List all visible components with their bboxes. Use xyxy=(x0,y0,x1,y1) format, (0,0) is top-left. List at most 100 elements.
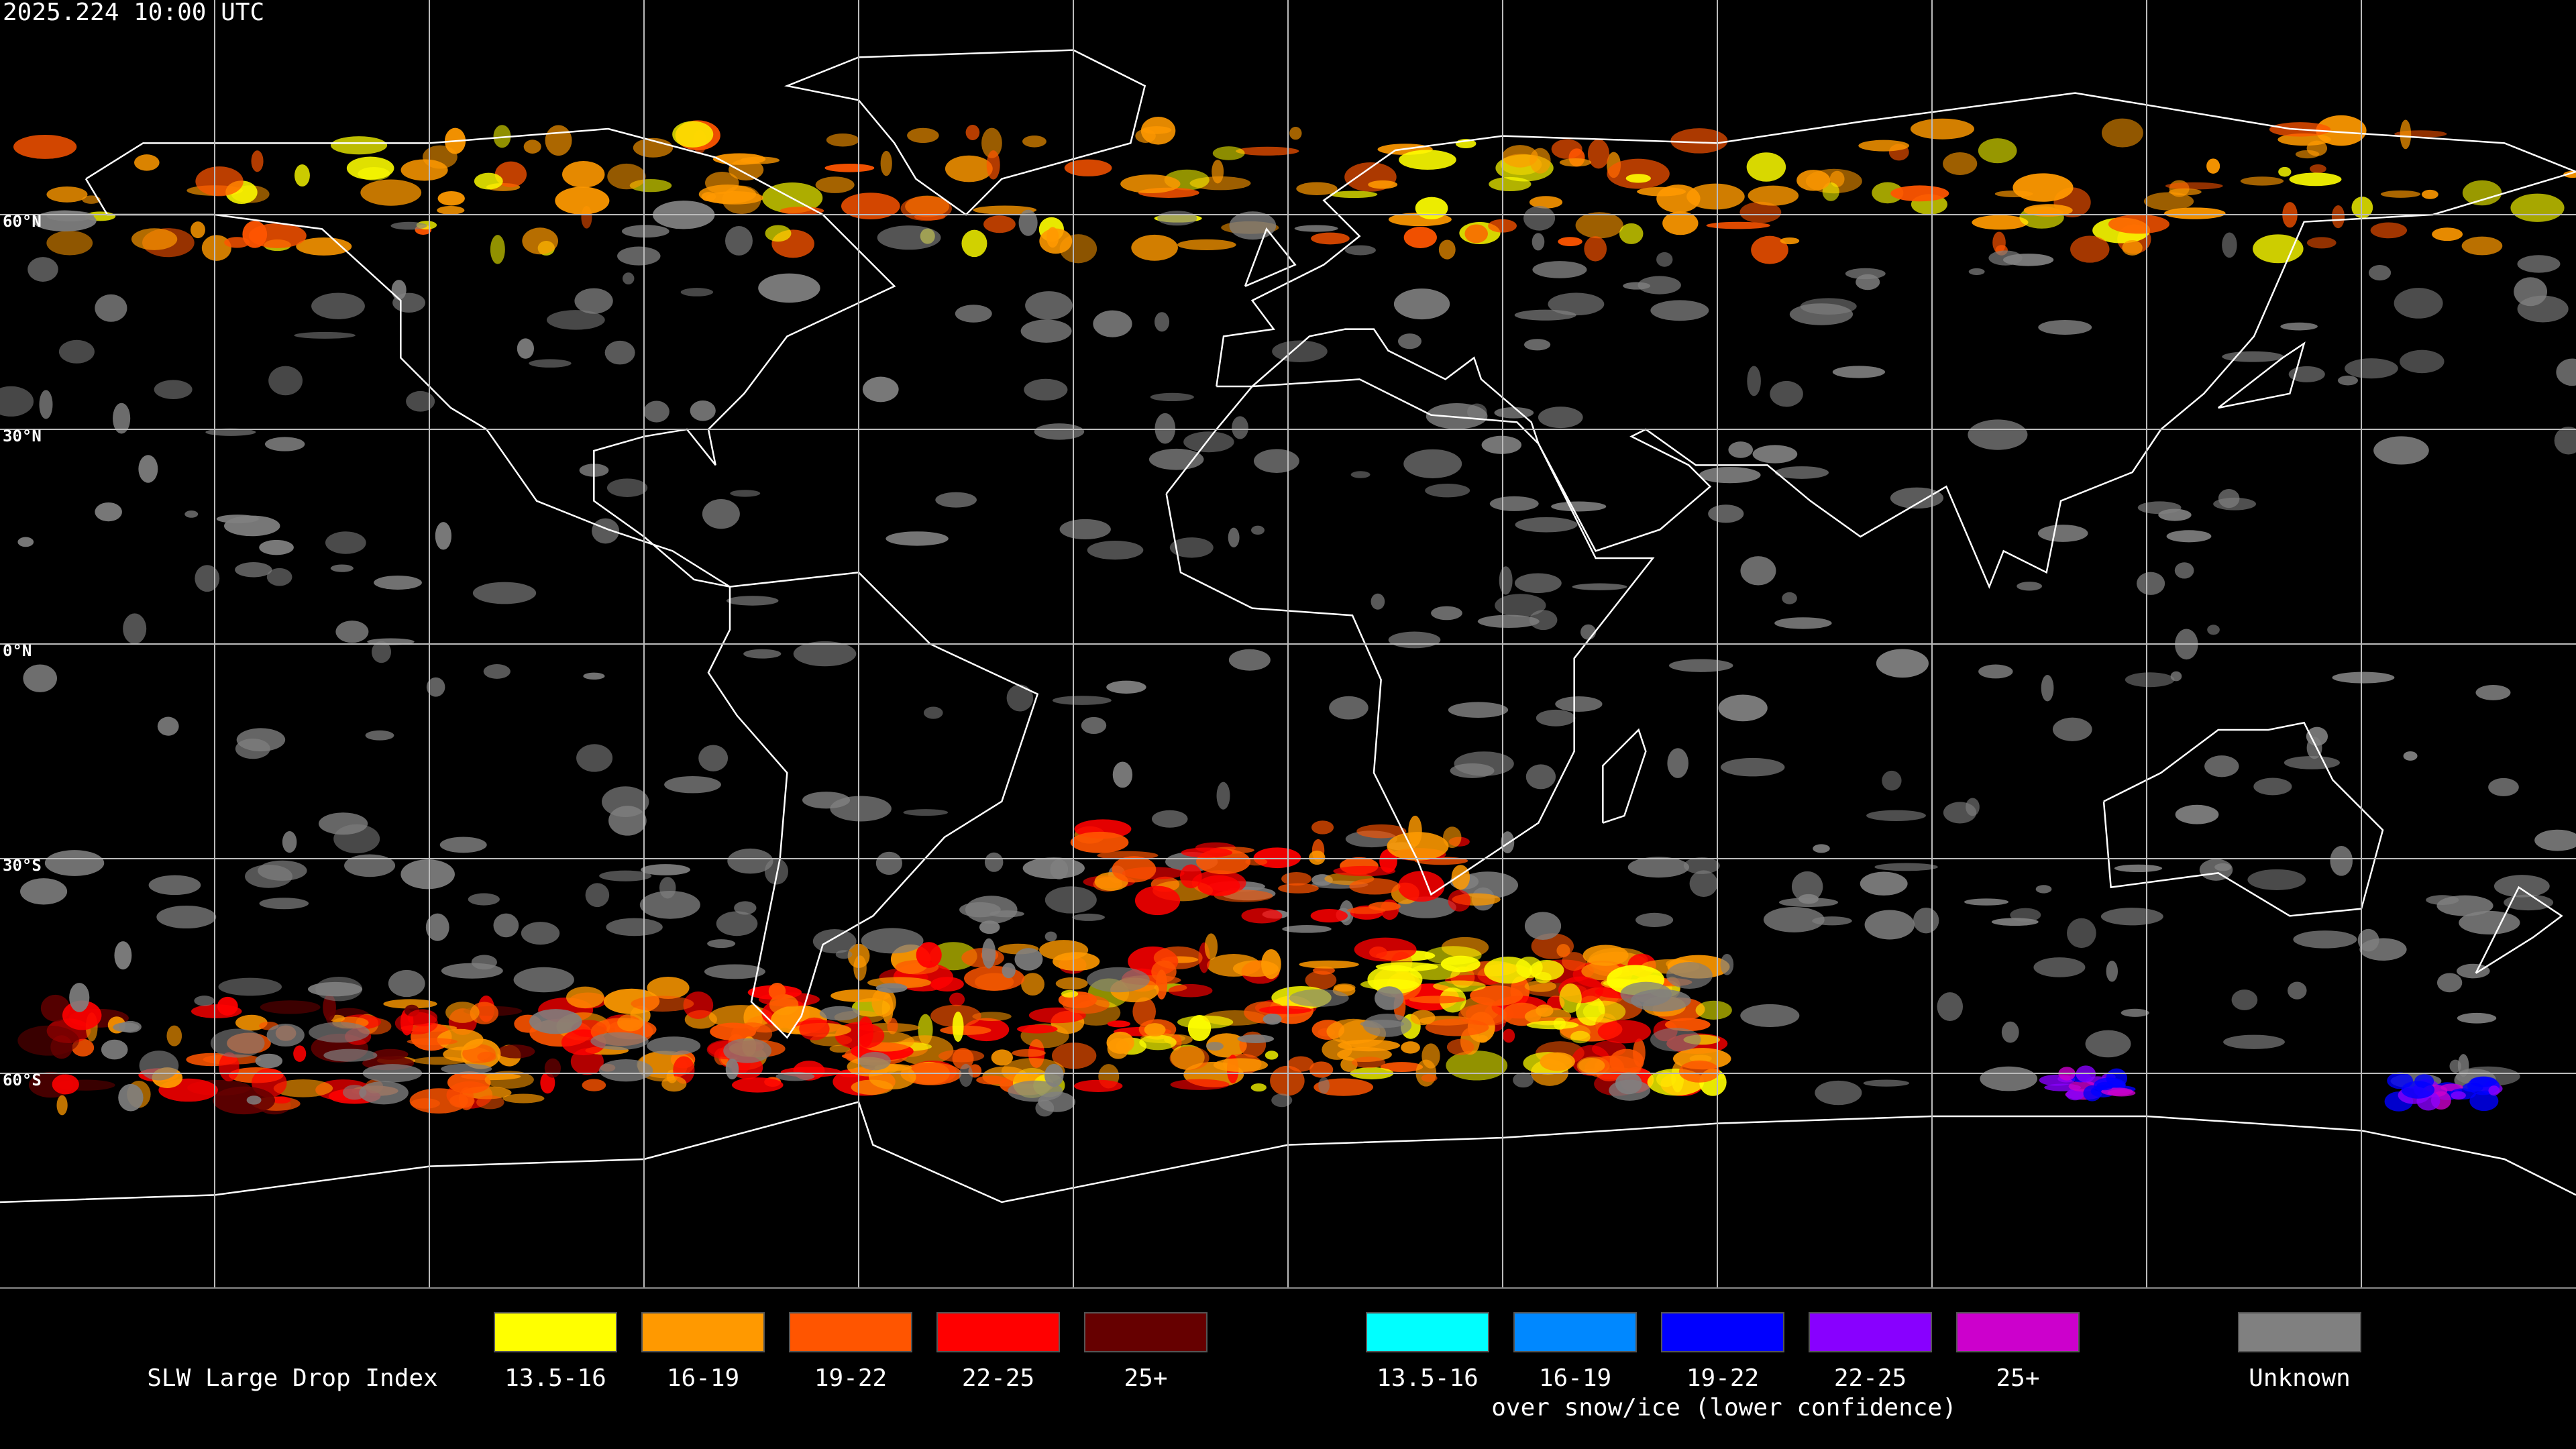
cloud-patch xyxy=(1107,1020,1131,1028)
coastline xyxy=(2475,885,2563,974)
legend-label: Unknown xyxy=(2249,1364,2351,1392)
cloud-patch xyxy=(1281,871,1312,886)
cloud-patch xyxy=(1318,1077,1330,1094)
cloud-patch xyxy=(2457,963,2490,979)
cloud-patch xyxy=(1216,782,1230,810)
cloud-patch xyxy=(887,1018,898,1034)
cloud-patch xyxy=(1403,449,1462,478)
cloud-patch xyxy=(1706,221,1770,229)
cloud-patch xyxy=(1177,239,1236,251)
cloud-patch xyxy=(2158,508,2192,521)
cloud-patch xyxy=(2400,350,2445,374)
cloud-patch xyxy=(1062,994,1110,1014)
cloud-patch xyxy=(2332,672,2395,684)
cloud-patch xyxy=(2207,625,2220,635)
coastline xyxy=(2102,721,2384,917)
cloud-patch xyxy=(1294,225,1338,232)
cloud-patch xyxy=(1155,413,1176,444)
cloud-patch xyxy=(1551,501,1607,512)
cloud-patch xyxy=(1477,1035,1489,1043)
latitude-label: 30°N xyxy=(3,427,42,445)
cloud-patch xyxy=(374,576,422,590)
cloud-patch xyxy=(56,1095,68,1116)
cloud-patch xyxy=(729,159,764,180)
cloud-patch xyxy=(708,1005,773,1028)
cloud-patch xyxy=(885,531,949,546)
cloud-patch xyxy=(294,331,356,339)
cloud-patch xyxy=(1499,566,1513,595)
cloud-patch xyxy=(529,1009,582,1034)
cloud-patch xyxy=(1375,986,1404,1010)
cloud-patch xyxy=(1232,416,1248,439)
cloud-patch xyxy=(1204,933,1218,960)
cloud-patch xyxy=(617,1014,644,1032)
cloud-patch xyxy=(1073,1079,1123,1092)
cloud-patch xyxy=(981,127,1002,158)
cloud-patch xyxy=(2436,973,2463,993)
cloud-patch xyxy=(1534,971,1552,983)
cloud-patch xyxy=(1988,250,2023,266)
cloud-patch xyxy=(523,140,541,154)
cloud-patch xyxy=(1536,709,1576,727)
cloud-patch xyxy=(1421,1074,1438,1082)
cloud-patch xyxy=(1525,764,1556,790)
cloud-patch xyxy=(2436,895,2493,916)
cloud-patch xyxy=(513,967,574,993)
coastline xyxy=(85,127,896,588)
cloud-patch xyxy=(1559,983,1582,1013)
cloud-patch xyxy=(82,195,101,204)
cloud-patch xyxy=(1796,170,1831,191)
cloud-patch xyxy=(639,890,700,919)
cloud-patch xyxy=(1587,139,1610,169)
cloud-patch xyxy=(2510,193,2565,222)
cloud-patch xyxy=(555,186,610,215)
cloud-patch xyxy=(1540,1052,1575,1071)
cloud-patch xyxy=(1086,967,1150,993)
cloud-patch xyxy=(647,1036,701,1055)
cloud-patch xyxy=(372,641,392,663)
cloud-patch xyxy=(2488,1085,2500,1096)
cloud-patch xyxy=(210,1028,265,1058)
cloud-patch xyxy=(1371,593,1385,610)
coastline xyxy=(1602,728,1647,824)
cloud-patch xyxy=(360,179,422,206)
legend-label: 13.5-16 xyxy=(504,1364,606,1392)
cloud-patch xyxy=(437,191,465,206)
cloud-patch xyxy=(1409,996,1466,1004)
cloud-patch xyxy=(1271,1093,1293,1108)
cloud-patch xyxy=(1980,1066,2038,1091)
cloud-patch xyxy=(1020,319,1072,343)
cloud-patch xyxy=(1213,1058,1269,1072)
cloud-patch xyxy=(585,883,610,908)
cloud-patch xyxy=(1375,962,1438,971)
cloud-patch xyxy=(1532,233,1545,251)
cloud-patch xyxy=(2223,1034,2285,1049)
cloud-patch xyxy=(344,854,396,877)
cloud-patch xyxy=(1431,606,1462,621)
cloud-patch xyxy=(194,996,215,1006)
cloud-patch xyxy=(441,963,503,979)
cloud-patch xyxy=(2469,1091,2499,1112)
cloud-patch xyxy=(731,1077,784,1093)
cloud-patch xyxy=(2240,176,2284,186)
cloud-patch xyxy=(1310,909,1348,923)
cloud-patch xyxy=(1169,537,1214,558)
cloud-patch xyxy=(851,1079,894,1095)
cloud-patch xyxy=(17,537,34,547)
cloud-patch xyxy=(496,1044,535,1059)
cloud-patch xyxy=(1380,1062,1424,1073)
cloud-patch xyxy=(0,386,34,417)
cloud-patch xyxy=(1272,340,1328,362)
cloud-patch xyxy=(330,564,354,572)
cloud-patch xyxy=(734,901,757,915)
cloud-patch xyxy=(1360,979,1419,990)
cloud-patch xyxy=(2106,961,2118,982)
cloud-patch xyxy=(246,1095,262,1105)
cloud-patch xyxy=(309,1022,370,1043)
cloud-patch xyxy=(1148,448,1204,470)
cloud-patch xyxy=(191,221,205,239)
cloud-patch xyxy=(859,1052,891,1071)
cloud-patch xyxy=(2370,222,2408,239)
cloud-patch xyxy=(134,154,160,171)
cloud-patch xyxy=(529,359,572,368)
